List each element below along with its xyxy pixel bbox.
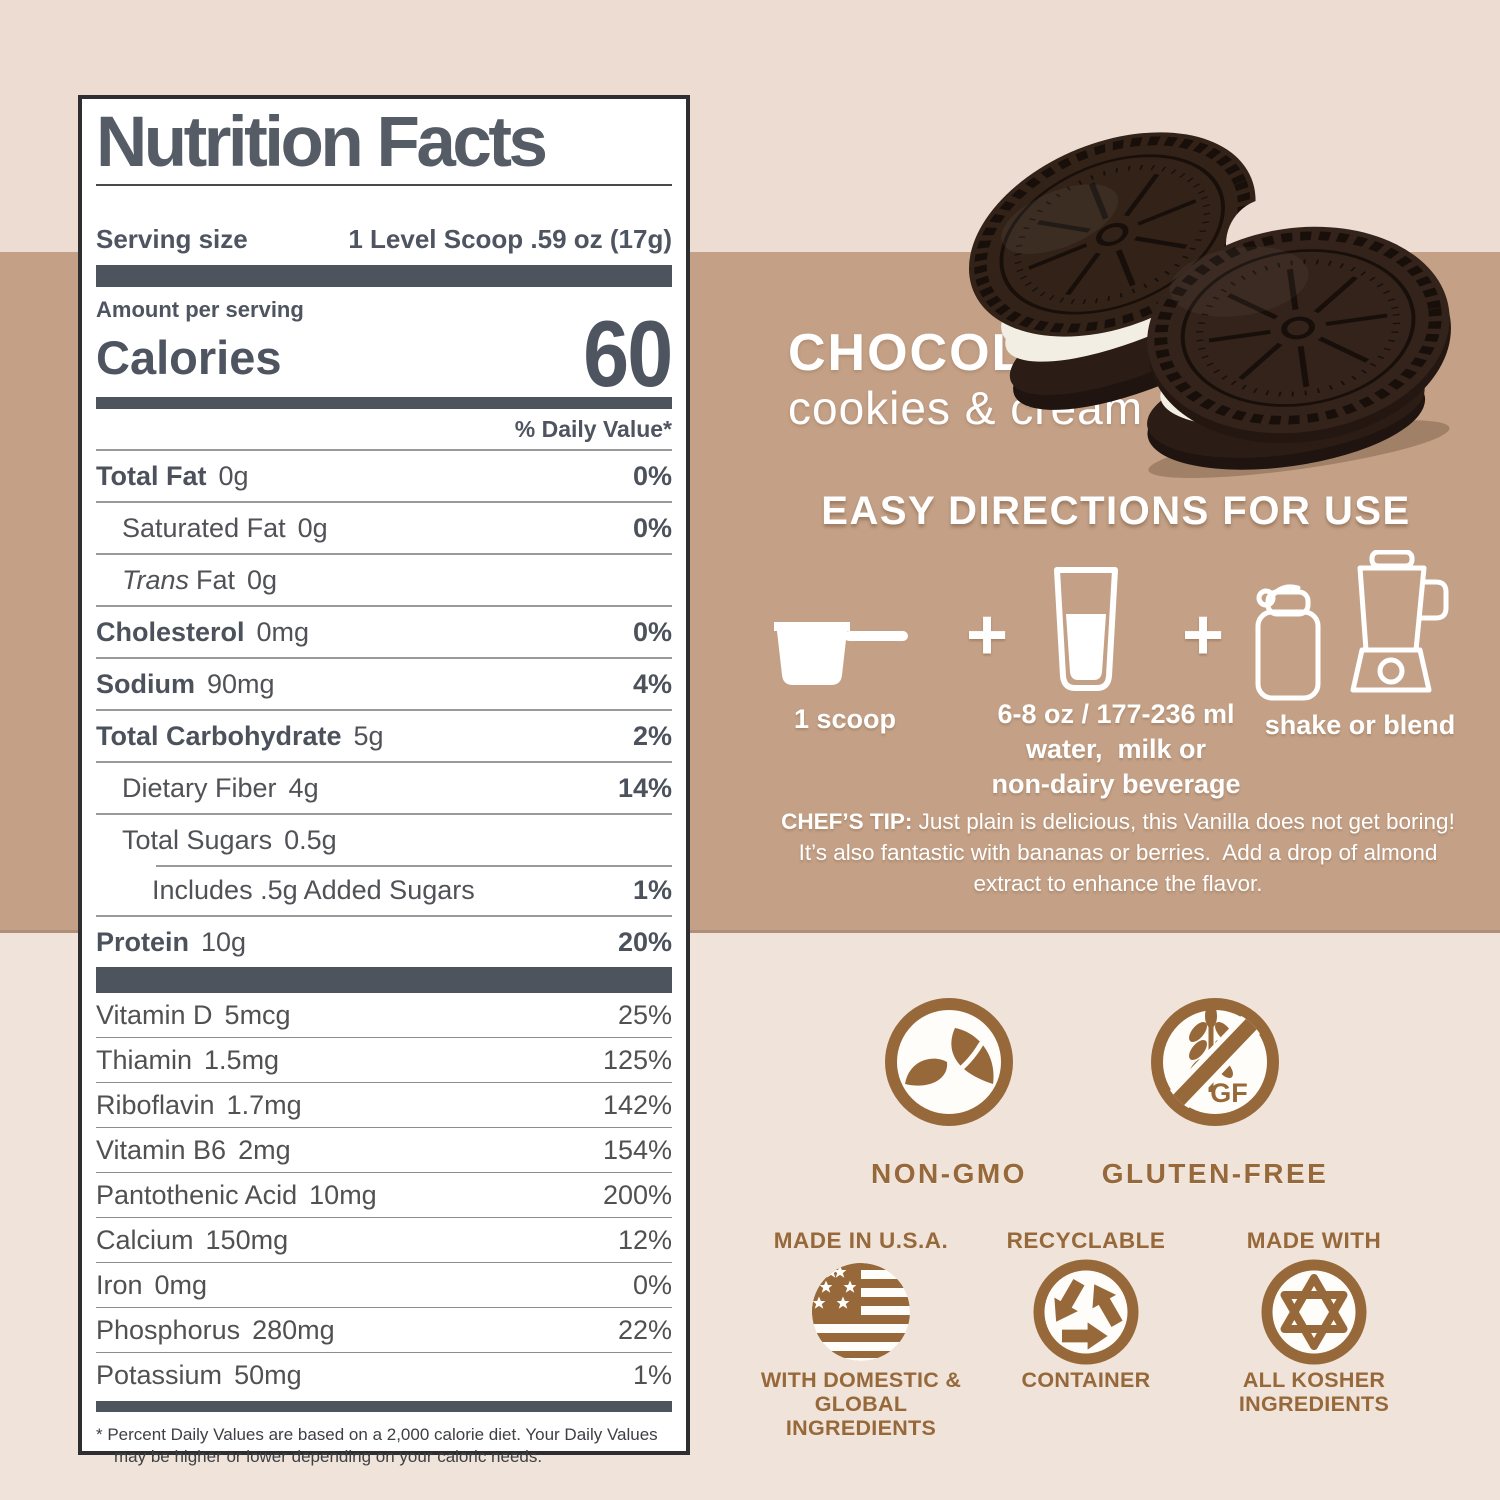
calories-row: Calories 60 [96,301,674,407]
step-caption-liquid: 6-8 oz / 177-236 ml water, milk or non-d… [991,699,1241,799]
daily-value-footnote: * Percent Daily Values are based on a 2,… [96,1425,658,1467]
vitamin-row-calcium: Calcium 150mg 12% [96,1217,672,1262]
nutrient-row-total-sugars: Total Sugars 0.5g [96,813,672,865]
recyclable-title: RECYCLABLE [1006,1228,1166,1253]
leaf-icon [905,1028,994,1095]
thick-divider [96,967,672,994]
shaker-blender-icon [1255,550,1449,701]
chefs-tip: CHEF’S TIP: Just plain is delicious, thi… [781,809,1455,896]
milk-glass-icon [1054,567,1118,691]
serving-size-value: 1 Level Scoop .59 oz (17g) [348,224,672,255]
calories-label: Calories [96,331,282,385]
serving-size-row: Serving size 1 Level Scoop .59 oz (17g) [96,224,672,255]
nutrient-row-saturated-fat: Saturated Fat 0g 0% [96,501,672,553]
kosher-caption: ALL KOSHER INGREDIENTS [1238,1368,1390,1416]
nutrient-row-dietary-fiber: Dietary Fiber 4g 14% [96,761,672,813]
non-gmo-badge [885,998,1013,1126]
non-gmo-label: NON-GMO [871,1158,1027,1189]
directions-title: EASY DIRECTIONS FOR USE [821,489,1411,533]
chefs-tip-label: CHEF’S TIP: [781,809,913,834]
recycle-icon [1033,1259,1139,1365]
divider [96,184,672,187]
medium-divider [96,1401,672,1413]
made-in-usa-title: MADE IN U.S.A. [773,1228,949,1253]
made-in-usa-caption: WITH DOMESTIC & GLOBAL INGREDIENTS [760,1368,962,1440]
calories-value: 60 [583,301,674,407]
svg-text:GF: GF [1210,1078,1248,1108]
vitamin-row-phosphorus: Phosphorus 280mg 22% [96,1307,672,1352]
gluten-free-badge: GF [1151,998,1279,1126]
nutrient-row-total-carbohydrate: Total Carbohydrate 5g 2% [96,709,672,761]
star-of-david-icon [1261,1259,1367,1365]
us-flag-icon [812,1263,910,1361]
nutrition-facts-label: Nutrition Facts Serving size 1 Level Sco… [78,95,690,1466]
thick-divider [96,265,672,288]
nutrient-row-protein: Protein 10g 20% [96,915,672,967]
vitamin-row-thiamin: Thiamin 1.5mg 125% [96,1037,672,1082]
recyclable-caption: CONTAINER [1021,1368,1151,1392]
vitamin-row-vitamin-b6: Vitamin B6 2mg 154% [96,1127,672,1172]
scoop-icon [774,622,908,685]
plus-icon: + [965,595,1009,675]
step-caption-scoop: 1 scoop [793,704,897,734]
amount-per-serving-label: Amount per serving [96,297,304,323]
nutrient-row-total-fat: Total Fat 0g 0% [96,449,672,501]
nutrient-row-cholesterol: Cholesterol 0mg 0% [96,605,672,657]
cookies-image [920,116,1490,479]
nutrition-facts-title: Nutrition Facts [96,103,548,182]
serving-size-label: Serving size [96,224,248,255]
vitamin-row-iron: Iron 0mg 0% [96,1262,672,1307]
nutrient-row-added-sugars: Includes .5g Added Sugars 1% [96,865,672,915]
plus-icon: + [1181,595,1225,675]
vitamin-row-pantothenic-acid: Pantothenic Acid 10mg 200% [96,1172,672,1217]
nutrient-row-trans-fat: Trans Fat 0g [96,553,672,605]
vitamin-row-vitamin-d: Vitamin D 5mcg 25% [96,999,672,1030]
step-caption-shake: shake or blend [1264,710,1456,740]
vitamin-row-riboflavin: Riboflavin 1.7mg 142% [96,1082,672,1127]
gluten-free-label: GLUTEN-FREE [1101,1158,1329,1189]
vitamin-row-potassium: Potassium 50mg 1% [96,1352,672,1397]
made-with-title: MADE WITH [1246,1228,1382,1253]
medium-divider [96,397,672,410]
daily-value-header: % Daily Value* [514,416,672,443]
nutrient-row-sodium: Sodium 90mg 4% [96,657,672,709]
